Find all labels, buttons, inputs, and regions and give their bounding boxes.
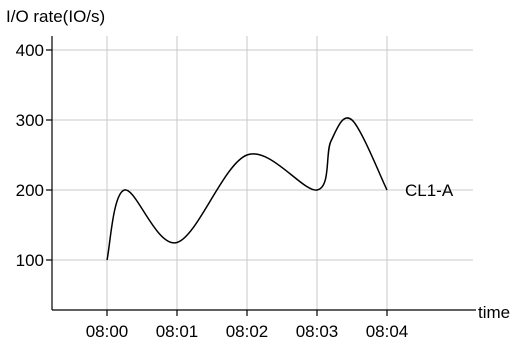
x-tick-label: 08:00 [86,322,129,341]
y-tick-label: 300 [16,111,44,130]
y-tick-label: 100 [16,251,44,270]
data-point [245,153,249,157]
data-point [123,188,127,192]
data-point [175,241,179,245]
x-tick-label: 08:03 [296,322,339,341]
axes [51,36,476,311]
series-label: CL1-A [405,181,454,200]
x-tick-label: 08:01 [156,322,199,341]
data-point [105,258,109,262]
series-group: CL1-A [105,117,454,262]
y-tick-labels: 100 200 300 400 [16,41,52,270]
data-point [385,188,389,192]
x-tick-labels: 08:00 08:01 08:02 08:03 08:04 [86,310,409,341]
series-line-cl1-a [106,117,388,261]
x-axis-title: time [478,303,510,322]
y-tick-label: 400 [16,41,44,60]
x-tick-label: 08:04 [366,322,409,341]
data-point [329,139,333,143]
grid [52,36,473,310]
y-axis-title: I/O rate(IO/s) [6,7,105,26]
data-point [350,118,354,122]
data-point [315,188,319,192]
y-tick-label: 200 [16,181,44,200]
x-tick-label: 08:02 [226,322,269,341]
